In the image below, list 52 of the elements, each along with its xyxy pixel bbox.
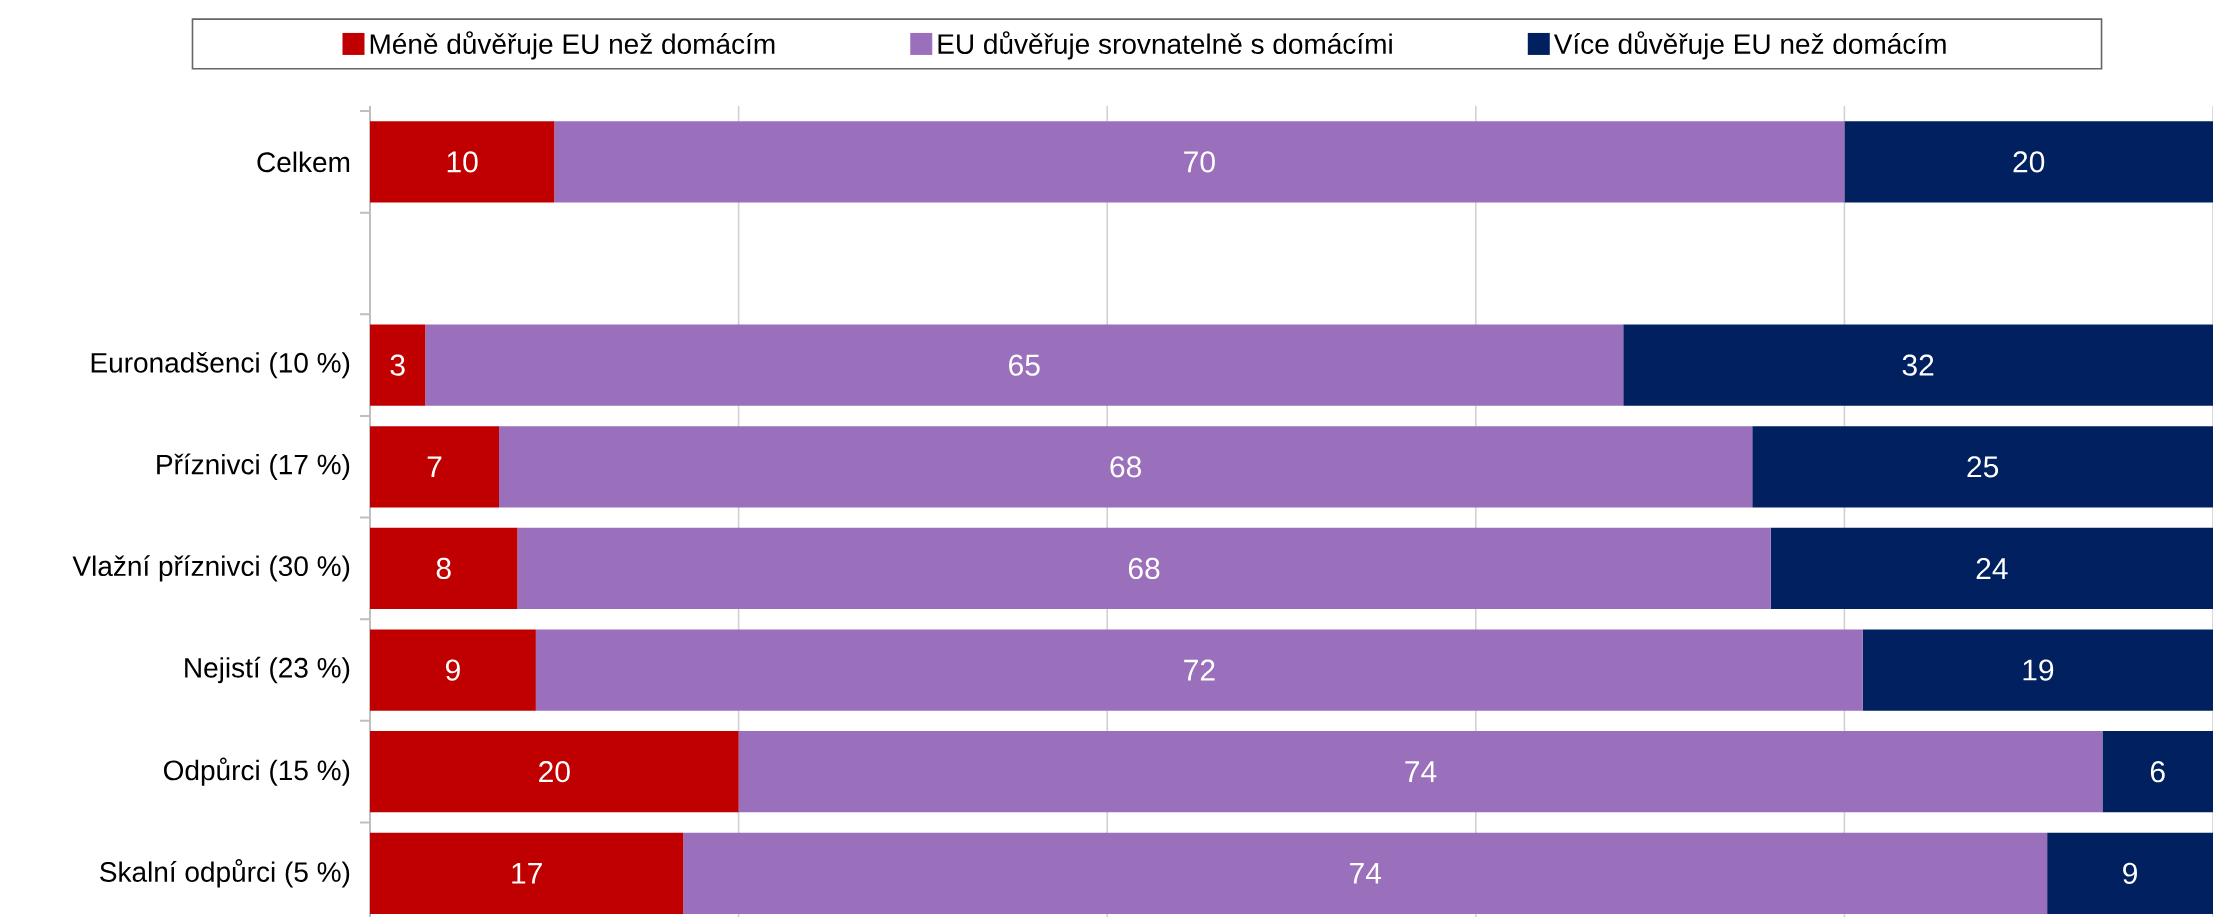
bar — [535, 629, 1863, 711]
data-label: 9 — [2123, 862, 2137, 884]
data-label: 65 — [1009, 354, 1040, 376]
bar — [370, 527, 518, 610]
data-label: 70 — [1184, 151, 1215, 173]
bar — [425, 324, 1624, 406]
data-label: 25 — [1967, 456, 1999, 478]
data-label: 3 — [390, 354, 405, 376]
bar — [370, 324, 426, 406]
y-tick-label: Příznivci (17 %) — [157, 453, 350, 480]
bar — [2047, 832, 2213, 914]
y-tick-label: Nejistí (23 %) — [185, 656, 350, 684]
data-label: 9 — [446, 659, 460, 681]
bar — [2102, 731, 2213, 813]
y-tick-label: Celkem — [257, 151, 350, 173]
bar — [1770, 527, 2213, 610]
bar — [1752, 426, 2213, 508]
data-label: 20 — [2013, 151, 2045, 173]
bar — [1862, 629, 2213, 711]
data-label: 7 — [427, 456, 442, 478]
y-tick-label: Odpůrci (15 %) — [163, 757, 350, 786]
y-tick-label: Skalní odpůrci (5 %) — [100, 859, 350, 888]
data-label: 24 — [1976, 557, 2008, 579]
y-tick-label: Euronadšenci (10 %) — [91, 352, 350, 379]
data-label: 20 — [539, 761, 570, 783]
data-label: 74 — [1405, 761, 1437, 782]
data-label: 8 — [436, 557, 451, 580]
bar — [499, 426, 1753, 508]
data-label: 19 — [2023, 659, 2054, 681]
bar — [370, 731, 739, 813]
bar — [370, 832, 684, 914]
data-label: 68 — [1110, 456, 1141, 478]
y-tick-label: Vlažní příznivci (30 %) — [72, 555, 350, 582]
bar — [554, 121, 1845, 203]
bar — [370, 629, 536, 711]
bar — [370, 426, 500, 508]
bar — [738, 731, 2103, 813]
data-label: 10 — [447, 151, 478, 173]
bar — [517, 527, 1771, 610]
legend-label: Více důvěřuje EU než domácím — [1553, 31, 1946, 60]
legend-label: Méně důvěřuje EU než domácím — [370, 31, 775, 60]
bar — [1844, 121, 2213, 203]
bar — [370, 121, 555, 203]
data-label: 68 — [1128, 557, 1160, 580]
bar — [1623, 324, 2213, 406]
bar — [683, 832, 2048, 914]
data-label: 32 — [1902, 354, 1934, 376]
data-label: 74 — [1350, 862, 1382, 884]
data-label: 17 — [512, 862, 542, 884]
legend-label: EU důvěřuje srovnatelně s domácími — [938, 31, 1392, 60]
data-label: 6 — [2150, 761, 2165, 783]
data-label: 72 — [1184, 659, 1215, 681]
